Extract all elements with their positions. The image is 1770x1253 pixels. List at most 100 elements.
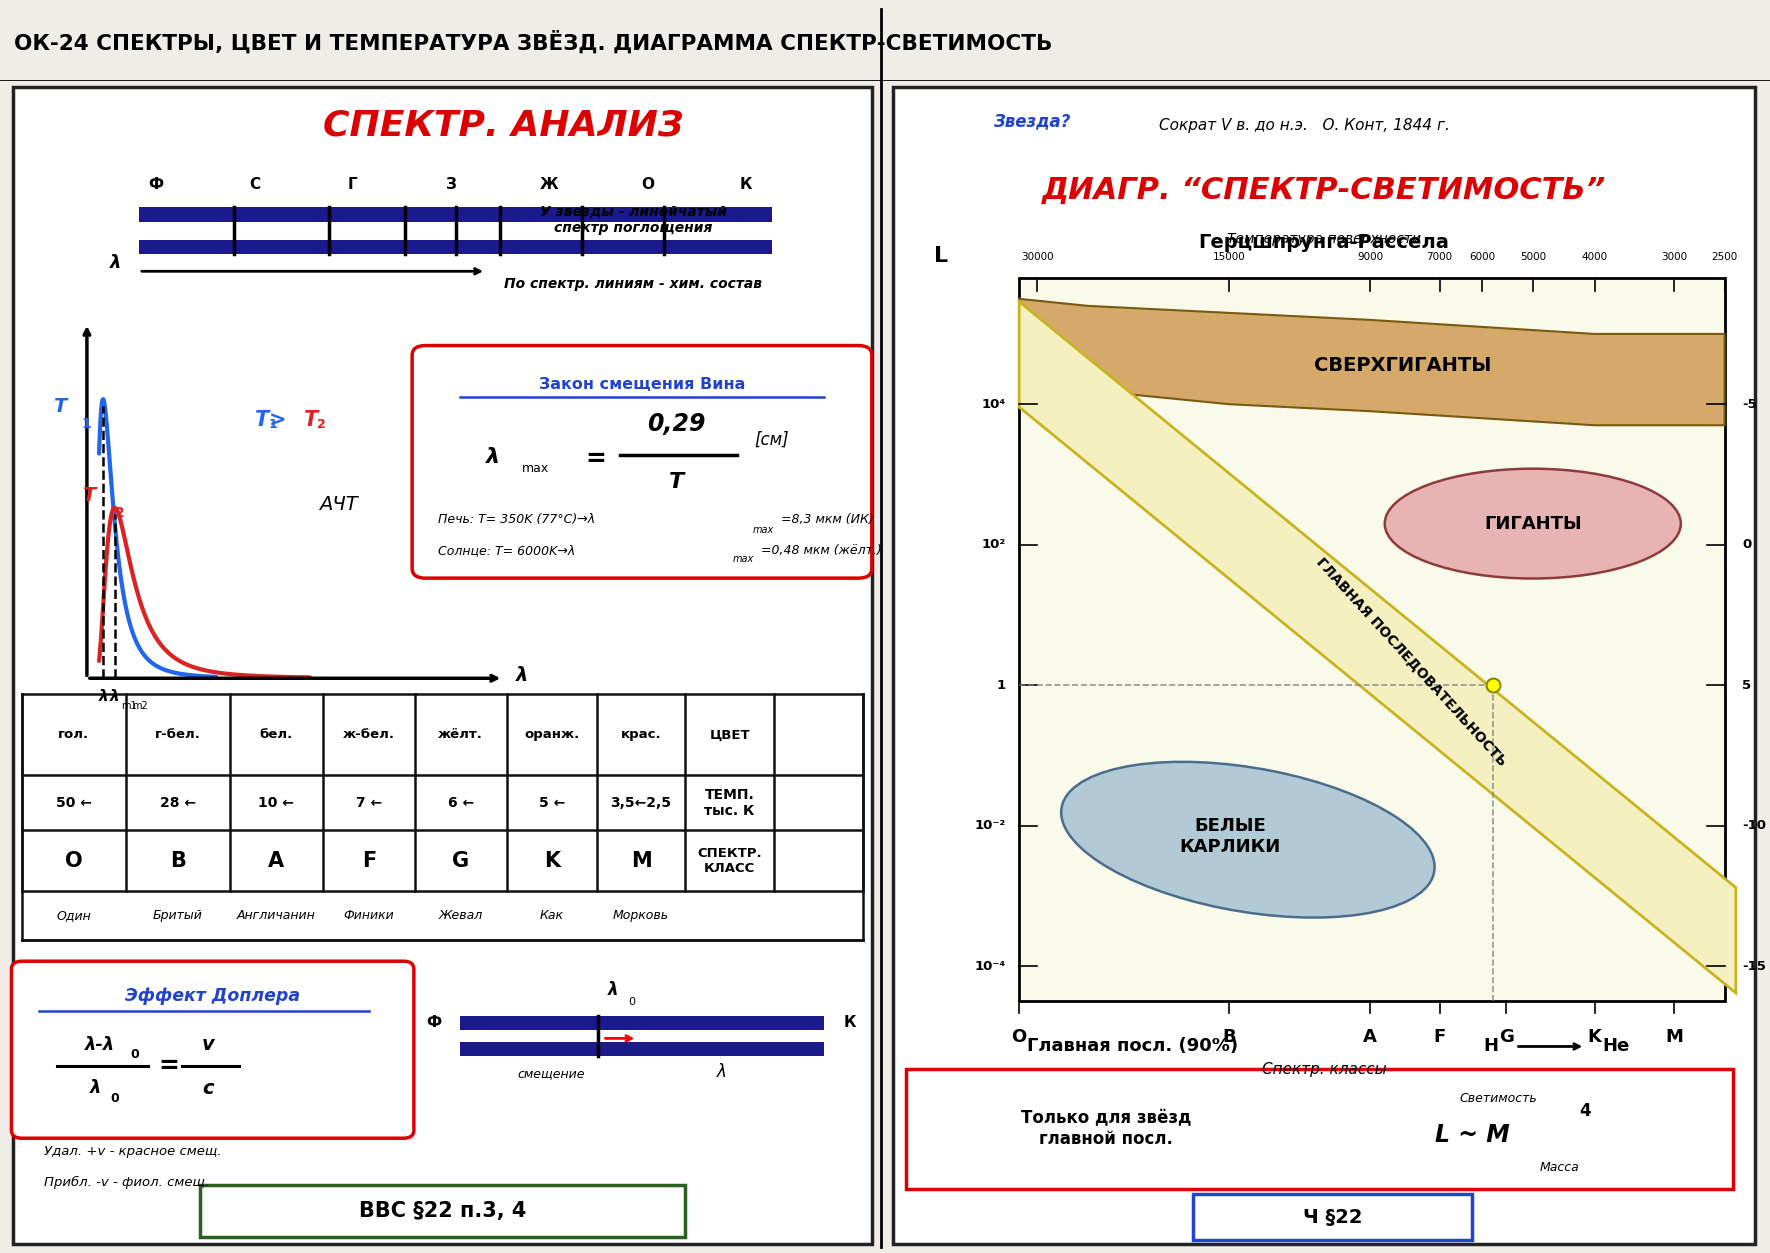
Text: 1: 1 (81, 417, 92, 431)
Text: Главная посл. (90%): Главная посл. (90%) (1027, 1037, 1237, 1055)
Text: ОК-24 СПЕКТРЫ, ЦВЕТ И ТЕМПЕРАТУРА ЗВЁЗД. ДИАГРАММА СПЕКТР-СВЕТИМОСТЬ: ОК-24 СПЕКТРЫ, ЦВЕТ И ТЕМПЕРАТУРА ЗВЁЗД.… (14, 30, 1053, 54)
Text: Ч §22: Ч §22 (1303, 1208, 1363, 1227)
Text: 9000: 9000 (1358, 252, 1382, 262)
Text: -15: -15 (1742, 960, 1766, 972)
Text: ж-бел.: ж-бел. (343, 728, 395, 742)
Text: =: = (159, 1054, 181, 1078)
Text: H: H (1483, 1037, 1497, 1055)
Text: F: F (361, 851, 375, 871)
Text: L: L (935, 246, 949, 266)
Polygon shape (1020, 298, 1724, 425)
Text: ВВС §22 п.3, 4: ВВС §22 п.3, 4 (359, 1202, 526, 1222)
Text: Звезда?: Звезда? (993, 112, 1071, 130)
Text: λ: λ (99, 689, 108, 704)
Text: 1: 1 (997, 679, 1005, 692)
Text: 0: 0 (1742, 539, 1751, 551)
Ellipse shape (1062, 762, 1435, 917)
Text: 2: 2 (317, 417, 326, 431)
Text: T: T (304, 410, 319, 430)
Text: [см]: [см] (754, 430, 789, 449)
Text: жёлт.: жёлт. (439, 728, 483, 742)
Text: Эффект Доплера: Эффект Доплера (126, 987, 301, 1005)
Text: 0: 0 (628, 997, 635, 1007)
Text: 5: 5 (1742, 679, 1751, 692)
Text: По спектр. линиям - хим. состав: По спектр. линиям - хим. состав (504, 277, 763, 291)
Text: max: max (752, 525, 773, 535)
Text: оранж.: оранж. (524, 728, 579, 742)
Text: 2: 2 (115, 506, 124, 520)
Text: λ: λ (717, 1063, 727, 1081)
Text: 15000: 15000 (1212, 252, 1244, 262)
FancyBboxPatch shape (412, 346, 873, 578)
Text: λ: λ (517, 667, 529, 685)
Text: Солнце: T= 6000K→λ: Солнце: T= 6000K→λ (439, 544, 575, 556)
Text: 10 ←: 10 ← (258, 796, 294, 809)
Text: T: T (81, 486, 96, 505)
Text: 4: 4 (1579, 1101, 1591, 1120)
Text: смещение: смещение (517, 1068, 584, 1080)
Text: г-бел.: г-бел. (156, 728, 202, 742)
Text: крас.: крас. (621, 728, 662, 742)
Text: >: > (269, 410, 287, 430)
Text: Финики: Финики (343, 910, 395, 922)
Text: 3,5←2,5: 3,5←2,5 (611, 796, 671, 809)
Text: T: T (669, 471, 685, 491)
Text: БЕЛЫЕ
КАРЛИКИ: БЕЛЫЕ КАРЛИКИ (1181, 817, 1281, 856)
Text: c: c (202, 1079, 214, 1098)
Text: T: T (255, 410, 269, 430)
Text: 10⁻²: 10⁻² (975, 819, 1005, 832)
Text: 5 ←: 5 ← (538, 796, 565, 809)
Text: ЦВЕТ: ЦВЕТ (710, 728, 750, 742)
Text: =: = (586, 446, 607, 471)
Text: Бритый: Бритый (152, 910, 204, 922)
Bar (138, 207, 772, 222)
Text: λ: λ (485, 446, 499, 466)
Text: T: T (53, 397, 67, 416)
Text: Печь: T= 350K (77°C)→λ: Печь: T= 350K (77°C)→λ (439, 514, 595, 526)
Text: λ: λ (607, 981, 618, 999)
Ellipse shape (1384, 469, 1682, 579)
Text: Ф: Ф (149, 177, 165, 192)
Text: Удал. +v - красное смещ.: Удал. +v - красное смещ. (44, 1145, 221, 1158)
Bar (200, 1185, 685, 1237)
Bar (1020, 278, 1724, 1001)
Bar (460, 1041, 825, 1056)
Text: M: M (630, 851, 651, 871)
Text: M: M (1666, 1027, 1683, 1046)
Text: Г: Г (349, 177, 358, 192)
Text: О: О (641, 177, 655, 192)
Text: 2500: 2500 (1712, 252, 1738, 262)
Text: He: He (1602, 1037, 1630, 1055)
Bar (906, 1069, 1733, 1189)
Text: L ~ M: L ~ M (1435, 1123, 1510, 1146)
Text: 30000: 30000 (1021, 252, 1053, 262)
Text: 4000: 4000 (1581, 252, 1607, 262)
Text: K: K (1588, 1027, 1602, 1046)
Text: =8,3 мкм (ИК): =8,3 мкм (ИК) (781, 514, 874, 526)
Text: 10²: 10² (982, 539, 1005, 551)
Text: Как: Как (540, 910, 565, 922)
Text: Спектр. классы: Спектр. классы (1262, 1061, 1386, 1076)
Text: 3000: 3000 (1660, 252, 1687, 262)
Text: B: B (170, 851, 186, 871)
Text: Светимость: Светимость (1458, 1093, 1536, 1105)
Bar (138, 239, 772, 254)
Text: 28 ←: 28 ← (159, 796, 196, 809)
Text: СПЕКТР. АНАЛИЗ: СПЕКТР. АНАЛИЗ (322, 109, 683, 143)
Text: 0: 0 (131, 1049, 140, 1061)
Text: 1: 1 (269, 417, 278, 431)
Text: v: v (202, 1035, 214, 1054)
Text: λ: λ (110, 689, 119, 704)
Text: λ: λ (90, 1080, 101, 1098)
Text: ГИГАНТЫ: ГИГАНТЫ (1483, 515, 1582, 533)
Text: К: К (740, 177, 752, 192)
Text: Герцшпрунга-Рассела: Герцшпрунга-Рассела (1198, 233, 1450, 252)
Text: АЧТ: АЧТ (319, 495, 358, 514)
Text: гол.: гол. (58, 728, 90, 742)
Text: Прибл. -v - фиол. смещ.: Прибл. -v - фиол. смещ. (44, 1175, 209, 1189)
Text: O: O (1011, 1027, 1027, 1046)
Text: Температура поверхности: Температура поверхности (1227, 232, 1421, 246)
Text: λ: λ (110, 254, 122, 272)
Text: СПЕКТР.
КЛАСС: СПЕКТР. КЛАСС (697, 847, 761, 875)
Polygon shape (1020, 302, 1736, 992)
